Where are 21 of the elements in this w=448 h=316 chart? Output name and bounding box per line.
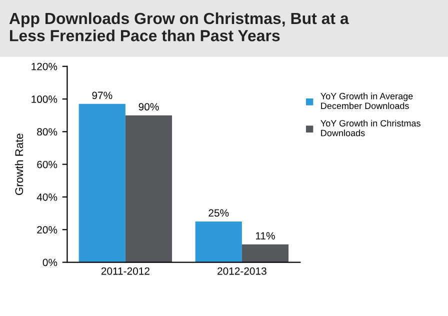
y-tick-label: 60% xyxy=(37,160,58,168)
bar xyxy=(125,115,172,262)
y-tick-label: 80% xyxy=(37,128,58,136)
y-axis-title: Growth Rate xyxy=(14,134,24,195)
chart-title: App Downloads Grow on Christmas, But at a Less Frenzied Pace than Past Years xyxy=(9,12,349,42)
y-tick-label: 100% xyxy=(32,96,58,103)
y-tick-label: 0% xyxy=(42,258,58,266)
legend-label: YoY Growth in Average December Downloads xyxy=(320,92,413,110)
bar xyxy=(78,104,126,262)
data-label: 90% xyxy=(138,103,159,111)
legend-label: YoY Growth in Christmas Downloads xyxy=(320,120,420,136)
data-label: 97% xyxy=(92,92,112,100)
y-tick-label: 40% xyxy=(36,193,58,201)
y-tick-label: 20% xyxy=(37,226,58,234)
x-tick-label: 2011-2012 xyxy=(101,267,150,275)
bar xyxy=(195,221,242,262)
x-tick-label: 2012-2013 xyxy=(218,267,266,275)
data-label: 11% xyxy=(256,232,275,240)
data-label: 25% xyxy=(208,209,229,217)
bar xyxy=(242,244,289,262)
y-tick-label: 120% xyxy=(32,62,58,70)
